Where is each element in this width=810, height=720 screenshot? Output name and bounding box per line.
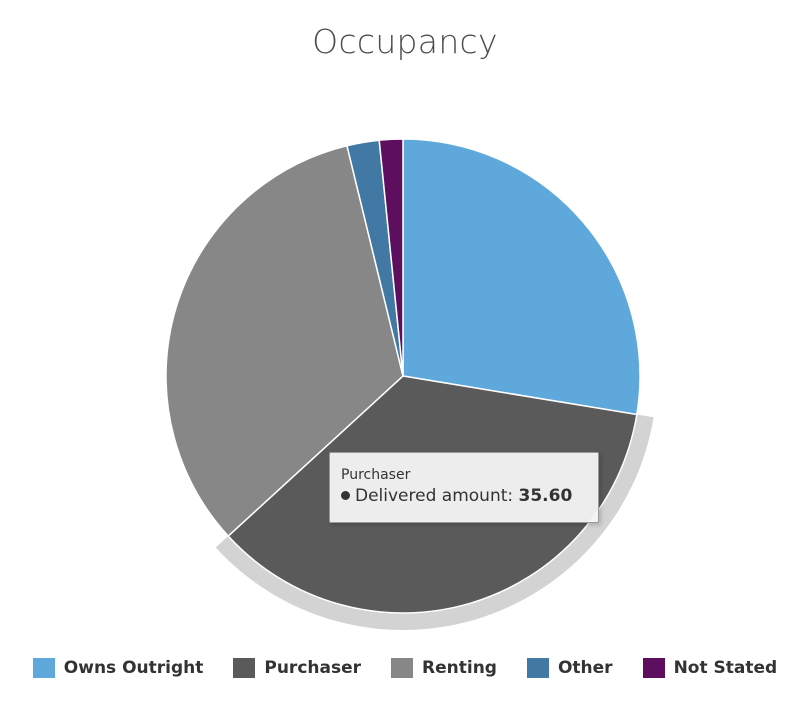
pie-slice-owns-outright[interactable]	[402, 138, 641, 416]
legend-label: Renting	[422, 658, 497, 678]
tooltip: Purchaser Delivered amount: 35.60	[329, 452, 599, 523]
legend-item-renting[interactable]: Renting	[391, 658, 497, 678]
tooltip-row: Delivered amount: 35.60	[340, 484, 598, 508]
tooltip-title: Purchaser	[341, 467, 411, 483]
legend-label: Purchaser	[264, 658, 362, 678]
legend-item-not-stated[interactable]: Not Stated	[642, 658, 778, 678]
tooltip-value: 35.60	[518, 486, 573, 506]
legend-label: Not Stated	[673, 658, 778, 678]
chart-title: Occupancy	[312, 22, 498, 61]
legend-swatch	[233, 658, 256, 678]
legend-item-owns-outright[interactable]: Owns Outright	[32, 658, 204, 678]
legend: Owns Outright Purchaser Renting Other Not St…	[0, 658, 810, 678]
tooltip-bullet-icon	[341, 490, 350, 500]
legend-swatch	[32, 658, 55, 678]
tooltip-label: Delivered amount:	[355, 486, 514, 506]
legend-label: Other	[557, 658, 613, 678]
pie-slice-not-stated[interactable]	[378, 138, 404, 377]
legend-swatch	[391, 658, 414, 678]
legend-item-purchaser[interactable]: Purchaser	[233, 658, 361, 678]
legend-item-other[interactable]: Other	[526, 658, 613, 678]
legend-swatch	[642, 658, 665, 678]
pie-slice-renting[interactable]	[165, 144, 404, 537]
legend-swatch	[526, 658, 549, 678]
legend-label: Owns Outright	[63, 658, 204, 678]
